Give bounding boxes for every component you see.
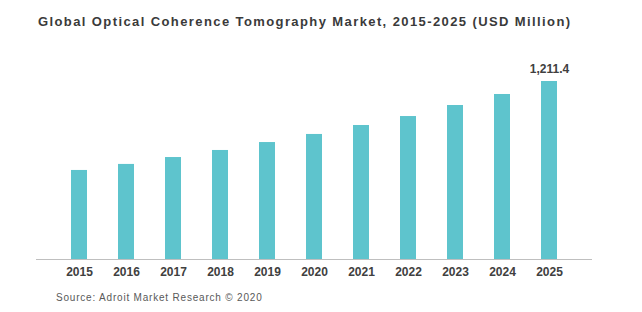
svg-text:2019: 2019 [254, 265, 281, 279]
svg-text:2024: 2024 [489, 265, 516, 279]
svg-text:2025: 2025 [536, 265, 563, 279]
html-text:Source: Adroit Market Research: Source: Adroit Market Research © 2020 [56, 292, 263, 303]
svg-text:2023: 2023 [442, 265, 469, 279]
svg-text:2018: 2018 [207, 265, 234, 279]
svg-text:2016: 2016 [113, 265, 140, 279]
svg-text:2017: 2017 [160, 265, 187, 279]
svg-text:2022: 2022 [395, 265, 422, 279]
svg-text:2015: 2015 [66, 265, 93, 279]
svg-text:2021: 2021 [348, 265, 375, 279]
svg-text:2020: 2020 [301, 265, 328, 279]
html-text:Global Optical Coherence Tomog: Global Optical Coherence Tomography Mark… [38, 14, 572, 29]
svg-text:1,211.4: 1,211.4 [530, 62, 570, 76]
